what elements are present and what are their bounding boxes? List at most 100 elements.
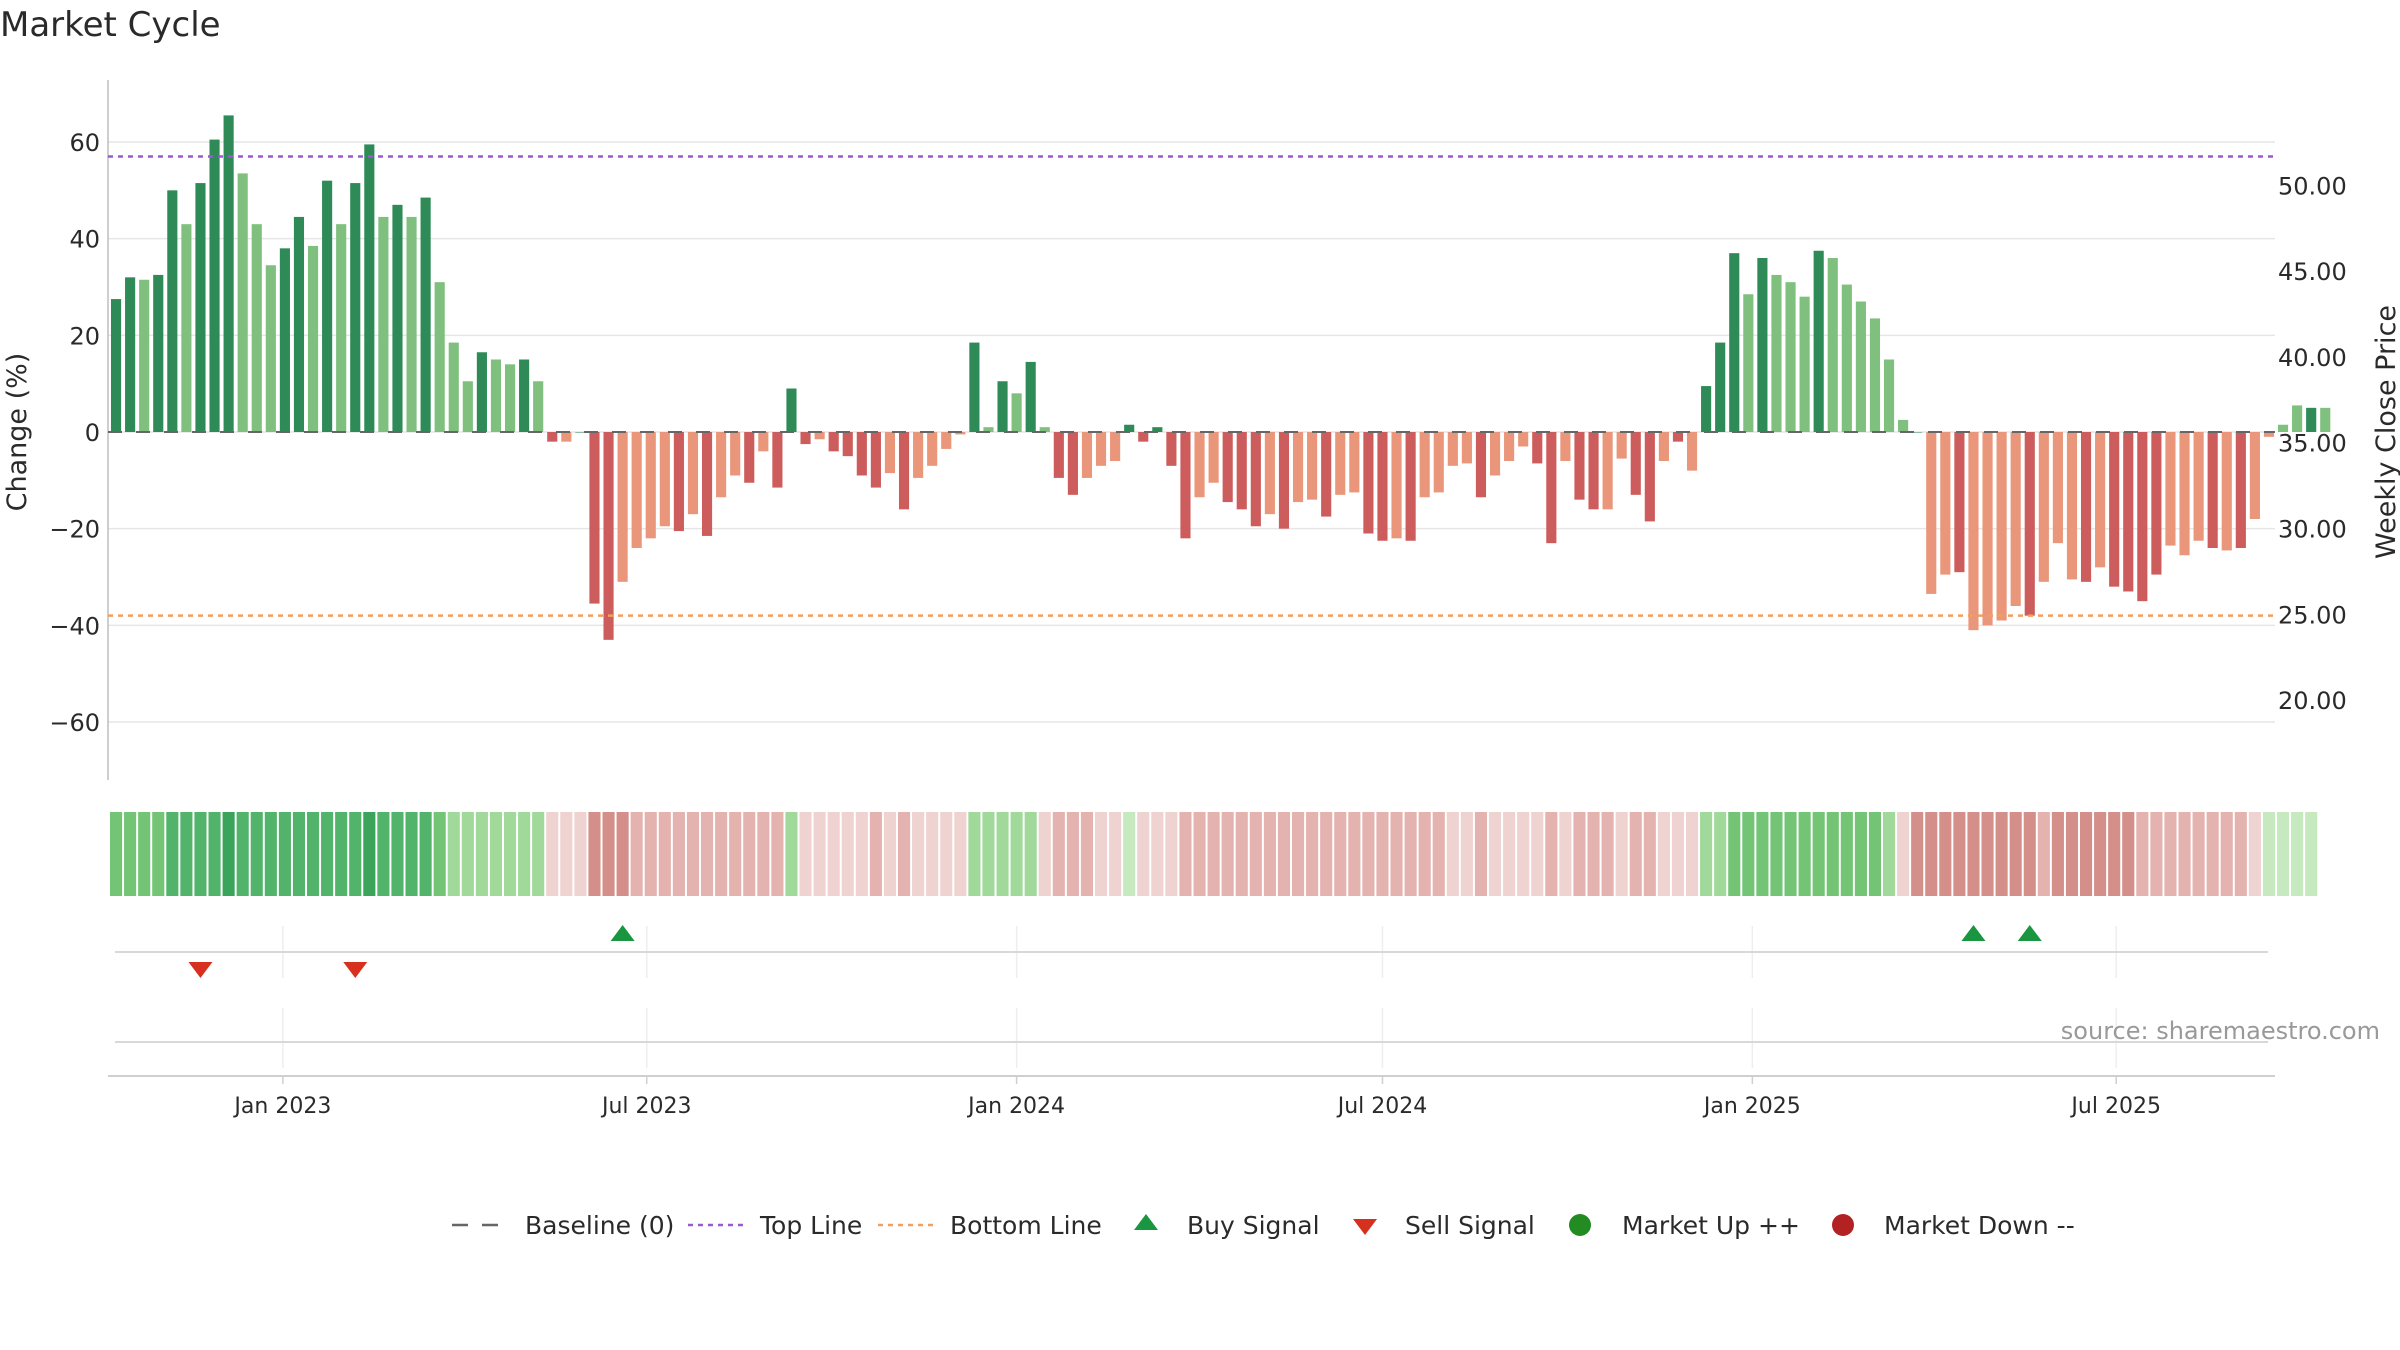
bar xyxy=(1940,432,1951,575)
bar xyxy=(1616,432,1627,459)
heat-cell xyxy=(2079,812,2093,896)
heat-cell xyxy=(2094,812,2107,896)
bar xyxy=(2277,424,2289,432)
bar xyxy=(2010,432,2021,606)
bar xyxy=(2151,432,2162,575)
bar xyxy=(786,388,797,432)
heat-cell xyxy=(1897,812,1910,896)
bar xyxy=(2235,432,2246,548)
bar xyxy=(434,282,445,432)
heat-cell xyxy=(1277,812,1291,896)
axes: −60 −40 −20 0 20 40 60 20.00 25.00 30.00 35.00 40.0… xyxy=(49,80,2347,780)
heat-cell xyxy=(1052,812,1065,896)
bar xyxy=(1419,432,1430,498)
bar xyxy=(1996,432,2007,621)
bar xyxy=(1081,432,1093,478)
heat-cell xyxy=(306,812,320,896)
bar xyxy=(195,183,206,432)
legend-label: Top Line xyxy=(759,1211,862,1240)
heat-cell xyxy=(729,812,742,896)
heat-cell xyxy=(1911,812,1924,896)
heat-cell xyxy=(1404,812,1417,896)
heat-cell xyxy=(138,812,151,896)
bar xyxy=(1292,432,1304,503)
ylabel-left: Change (%) xyxy=(2,353,33,512)
buy-signal-marker xyxy=(1961,925,1986,941)
bar xyxy=(1461,432,1472,464)
heat-cell xyxy=(869,812,882,896)
bar xyxy=(659,432,670,527)
heat-cell xyxy=(292,812,306,896)
bar xyxy=(1869,318,1881,432)
heat-cell xyxy=(1671,812,1685,896)
heat-cell xyxy=(377,812,390,896)
bar xyxy=(1278,432,1290,529)
heat-cell xyxy=(1615,812,1628,896)
legend-label: Baseline (0) xyxy=(525,1211,674,1240)
heat-cell xyxy=(1559,812,1572,896)
bar xyxy=(1883,359,1895,432)
bar xyxy=(1391,432,1402,539)
bar xyxy=(758,432,769,452)
heat-cell xyxy=(1390,812,1403,896)
heat-cell xyxy=(264,812,277,896)
heat-cell xyxy=(715,812,728,896)
heat-cell xyxy=(1700,812,1713,896)
bar xyxy=(631,432,642,548)
heat-cell xyxy=(2065,812,2079,896)
bar xyxy=(2066,432,2078,580)
x-tick-label: Jul 2024 xyxy=(1336,1094,1428,1119)
bar xyxy=(1518,432,1529,447)
bar xyxy=(2165,432,2176,546)
heat-cell xyxy=(1587,812,1600,896)
y-tick-label: 0 xyxy=(85,419,100,447)
heat-cell xyxy=(124,812,137,896)
heat-cell xyxy=(2023,812,2036,896)
heat-cell xyxy=(1601,812,1614,896)
chart-title: Market Cycle xyxy=(0,5,221,45)
heat-cell xyxy=(940,812,953,896)
heat-cell xyxy=(2108,812,2121,896)
heat-cell xyxy=(1742,812,1755,896)
bar xyxy=(955,432,966,435)
bar xyxy=(1785,282,1796,432)
heat-cell xyxy=(1432,812,1445,896)
heat-cell xyxy=(855,812,868,896)
bar xyxy=(1124,424,1135,432)
bar xyxy=(589,432,600,604)
bar xyxy=(1841,284,1852,432)
heat-cell xyxy=(827,812,840,896)
heat-cell xyxy=(1334,812,1347,896)
bar xyxy=(814,432,825,440)
heat-cell xyxy=(1207,812,1220,896)
bar xyxy=(2109,432,2120,587)
bar xyxy=(2207,432,2218,548)
heat-cell xyxy=(1770,812,1783,896)
heat-cell xyxy=(1812,812,1825,896)
heat-cell xyxy=(1151,812,1164,896)
ylabel-right: Weekly Close Price xyxy=(2371,305,2400,559)
heat-cell xyxy=(630,812,643,896)
y2-tick-label: 20.00 xyxy=(2278,687,2347,715)
bar xyxy=(603,432,614,640)
heat-cell xyxy=(1503,812,1516,896)
y-tick-label: 60 xyxy=(69,129,100,157)
bar xyxy=(1672,432,1684,442)
y-tick-label: 20 xyxy=(69,322,100,350)
heat-cell xyxy=(1784,812,1797,896)
bar xyxy=(744,432,755,483)
heat-cell xyxy=(278,812,291,896)
heat-cell xyxy=(2291,812,2304,896)
bar xyxy=(2137,432,2148,602)
heat-cell xyxy=(841,812,854,896)
heat-cell xyxy=(897,812,911,896)
bar xyxy=(856,432,867,476)
bar xyxy=(716,432,727,498)
bar xyxy=(2249,432,2260,519)
heat-cell xyxy=(1291,812,1305,896)
bar xyxy=(1067,432,1078,495)
heat-cell xyxy=(1854,812,1867,896)
bar xyxy=(1321,432,1332,517)
heat-cell xyxy=(1826,812,1839,896)
legend-buy-swatch xyxy=(1134,1214,1158,1230)
